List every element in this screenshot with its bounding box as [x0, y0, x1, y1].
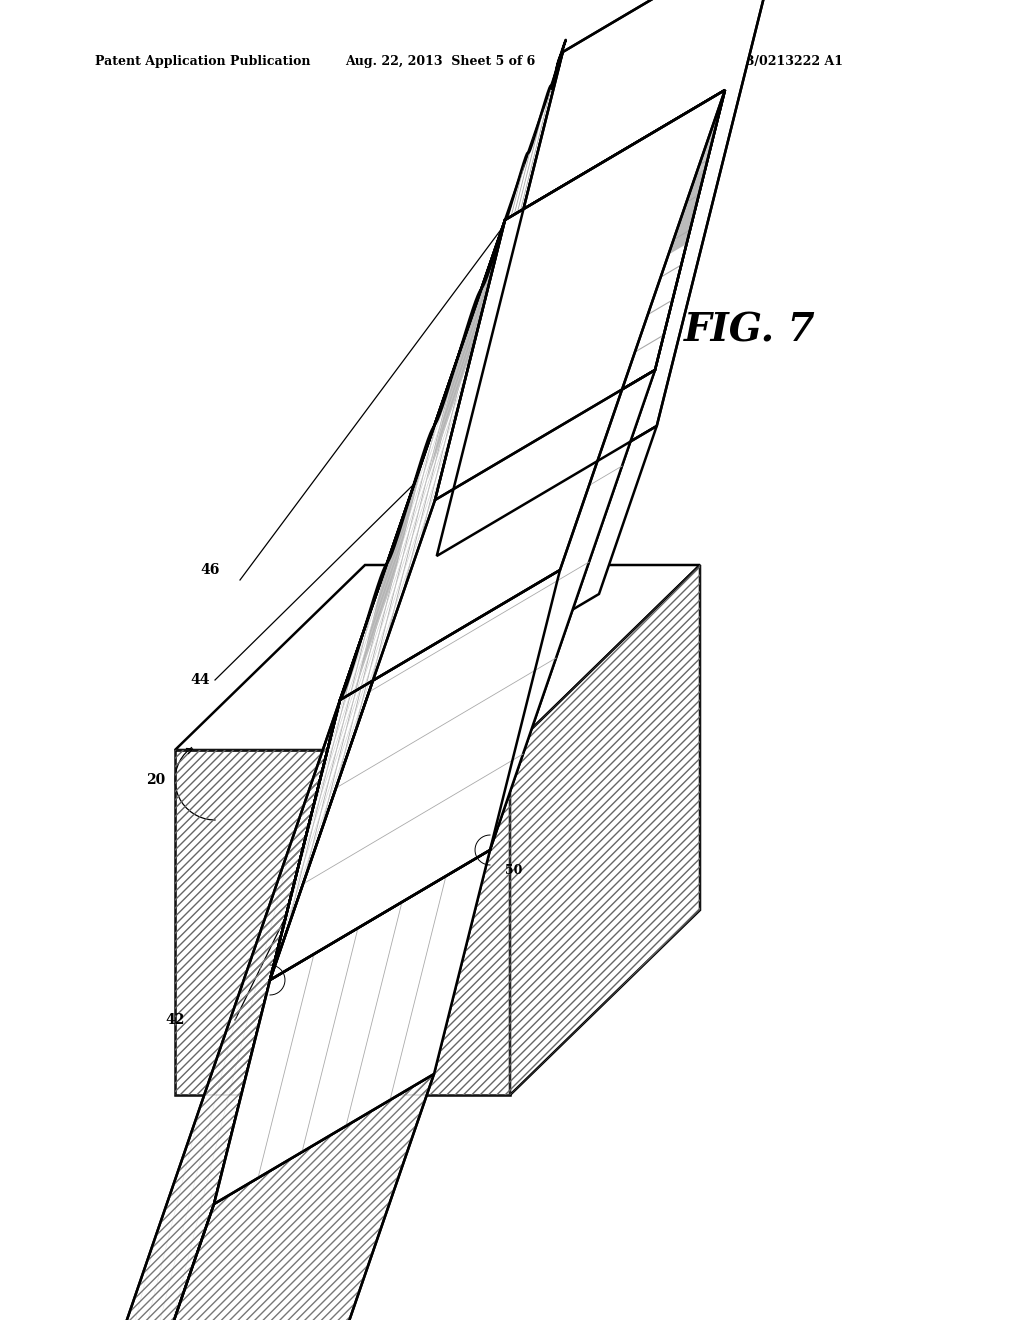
- Text: 44: 44: [190, 673, 210, 686]
- Polygon shape: [270, 220, 505, 979]
- Text: 50: 50: [505, 863, 522, 876]
- Polygon shape: [214, 850, 490, 1204]
- Text: US 2013/0213222 A1: US 2013/0213222 A1: [695, 55, 843, 69]
- Polygon shape: [510, 565, 700, 1096]
- Text: Aug. 22, 2013  Sheet 5 of 6: Aug. 22, 2013 Sheet 5 of 6: [345, 55, 536, 69]
- Text: FIG. 7: FIG. 7: [684, 312, 816, 348]
- Polygon shape: [354, 450, 426, 692]
- Text: 48: 48: [540, 279, 562, 302]
- Polygon shape: [0, 700, 340, 1320]
- Text: 42: 42: [166, 1012, 185, 1027]
- Polygon shape: [379, 51, 563, 723]
- Polygon shape: [340, 90, 725, 700]
- Polygon shape: [467, 169, 706, 374]
- Polygon shape: [490, 90, 725, 850]
- Text: Patent Application Publication: Patent Application Publication: [95, 55, 310, 69]
- Polygon shape: [214, 570, 560, 1204]
- Polygon shape: [175, 750, 510, 1096]
- Polygon shape: [473, 90, 725, 346]
- Text: 46: 46: [201, 564, 220, 577]
- Polygon shape: [270, 370, 655, 979]
- Polygon shape: [437, 0, 782, 556]
- Polygon shape: [270, 570, 560, 979]
- Polygon shape: [435, 90, 725, 500]
- Text: 48: 48: [520, 368, 543, 392]
- Polygon shape: [427, 220, 505, 480]
- Polygon shape: [175, 565, 700, 750]
- Text: 20: 20: [145, 774, 165, 787]
- Polygon shape: [379, 426, 656, 723]
- Polygon shape: [0, 1074, 434, 1320]
